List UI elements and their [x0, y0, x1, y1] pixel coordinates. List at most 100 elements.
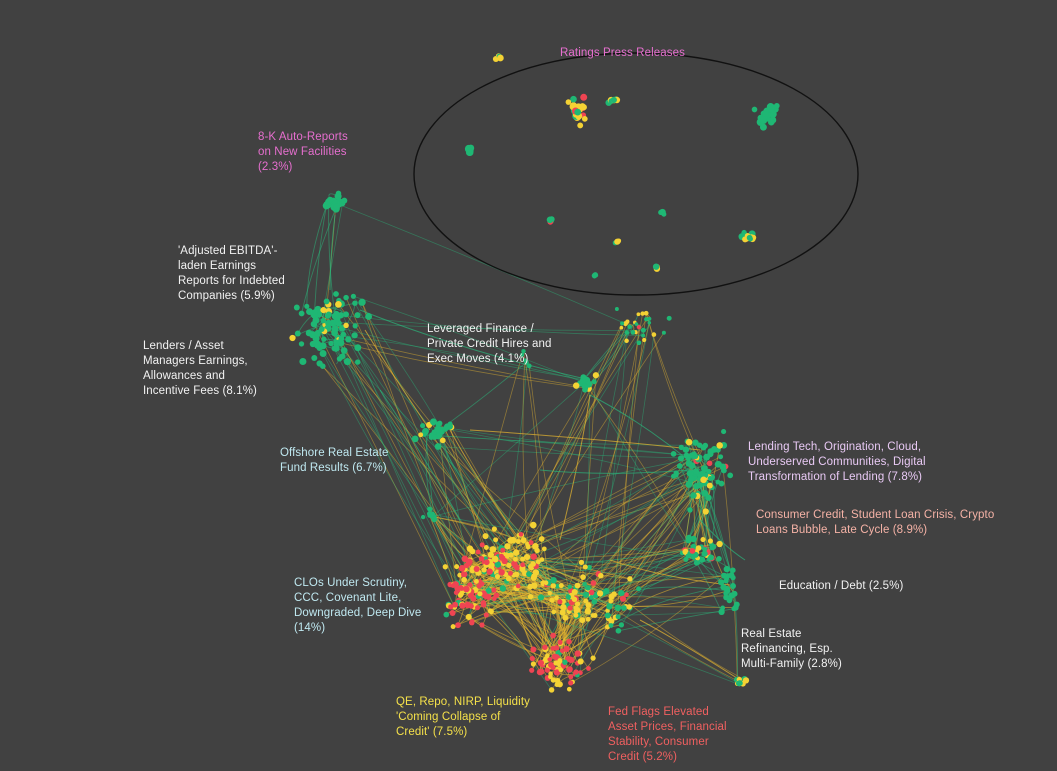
network-node [537, 659, 545, 667]
network-edge [439, 435, 700, 446]
network-node [582, 386, 588, 393]
network-node [483, 559, 490, 566]
network-node [590, 580, 597, 586]
network-node [747, 236, 753, 242]
network-node [701, 550, 708, 557]
network-node [707, 538, 713, 544]
network-node [531, 582, 538, 589]
network-edge [495, 539, 534, 650]
network-node [700, 465, 707, 472]
network-edge [353, 295, 585, 384]
network-node [580, 93, 588, 101]
label-lending-tech: Lending Tech, Origination, Cloud, Unders… [748, 441, 926, 483]
network-node [636, 340, 642, 346]
network-node [568, 680, 574, 686]
network-edge [611, 313, 647, 622]
label-lenders-asset-managers: Lenders / Asset Managers Earnings, Allow… [143, 340, 257, 397]
network-node [463, 585, 470, 593]
network-node [567, 584, 572, 590]
network-node [558, 583, 564, 589]
network-node [608, 623, 614, 628]
network-node [718, 480, 725, 487]
network-node [449, 610, 456, 616]
network-node [453, 590, 459, 596]
network-node [318, 326, 325, 332]
network-edge [522, 360, 529, 545]
network-node [544, 667, 550, 673]
network-node [473, 578, 479, 584]
network-node [570, 95, 577, 103]
network-edge [685, 474, 701, 552]
network-node [352, 323, 358, 329]
network-edge [584, 332, 628, 568]
network-node [686, 534, 692, 541]
network-node [491, 526, 497, 532]
network-node [530, 521, 537, 529]
network-node [335, 301, 342, 308]
network-node [598, 572, 604, 579]
network-edge [561, 594, 587, 651]
network-node [486, 568, 493, 575]
network-edge [559, 394, 591, 541]
network-node [437, 420, 443, 426]
network-node [623, 321, 628, 327]
network-edge [336, 321, 644, 331]
network-edge [515, 323, 623, 560]
network-node [574, 650, 581, 657]
network-edge [322, 365, 495, 591]
network-node [461, 555, 469, 563]
network-edge [312, 334, 433, 517]
network-node [334, 192, 342, 200]
network-node [530, 575, 537, 581]
network-node [586, 564, 592, 571]
network-node [316, 360, 323, 367]
network-node [759, 123, 767, 131]
network-node [550, 583, 556, 589]
network-node [578, 559, 585, 566]
network-node [548, 687, 555, 693]
network-edge [704, 466, 724, 549]
network-node [705, 494, 712, 501]
network-node [574, 108, 582, 116]
label-clos-under-scrutiny: CLOs Under Scrutiny, CCC, Covenant Lite,… [294, 577, 422, 634]
network-node [676, 463, 683, 469]
network-node [618, 622, 625, 628]
network-node [543, 580, 549, 586]
network-node [588, 589, 595, 596]
network-edge [432, 382, 585, 517]
network-node [636, 586, 642, 592]
network-node [365, 313, 373, 320]
network-node [588, 595, 594, 600]
network-node [497, 54, 504, 62]
network-node [647, 316, 652, 321]
network-node [532, 569, 540, 576]
network-node [614, 307, 619, 311]
network-edge [332, 201, 626, 324]
network-node [700, 537, 706, 543]
network-node [505, 575, 512, 582]
network-edge [341, 328, 508, 556]
network-node [469, 619, 475, 626]
network-node [539, 557, 545, 562]
network-node [293, 304, 300, 311]
network-node [716, 540, 723, 548]
network-node [488, 562, 495, 569]
network-node [731, 606, 737, 612]
network-node [652, 263, 660, 270]
network-edge [621, 586, 728, 594]
network-node [319, 350, 327, 357]
network-node [321, 336, 327, 342]
network-node [773, 102, 780, 109]
network-node [708, 554, 714, 561]
network-node [591, 272, 598, 279]
network-edge [438, 446, 696, 459]
network-node [508, 570, 513, 576]
network-node [343, 311, 349, 318]
network-node [509, 536, 517, 544]
network-node [640, 311, 645, 316]
network-node [692, 439, 699, 446]
network-node [583, 598, 589, 604]
network-node [709, 544, 716, 551]
network-edge [313, 323, 455, 608]
